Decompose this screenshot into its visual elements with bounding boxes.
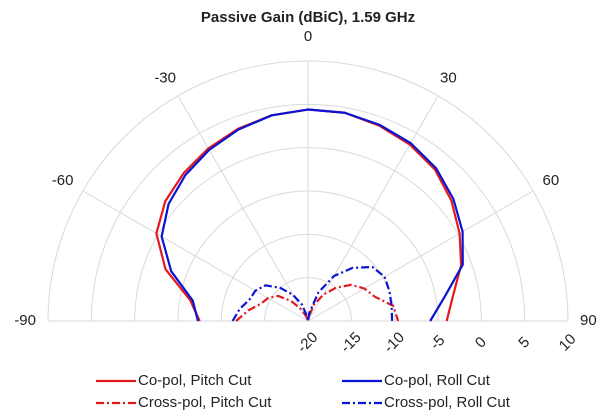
r-tick-label: -5 <box>427 332 448 353</box>
series-line <box>160 108 464 322</box>
grid-spoke <box>307 95 439 322</box>
chart-title: Passive Gain (dBiC), 1.59 GHz <box>201 9 415 26</box>
theta-tick-label: 0 <box>304 28 312 45</box>
series-line <box>231 265 394 323</box>
theta-tick-label: 60 <box>542 172 559 189</box>
theta-tick-label: -30 <box>154 69 176 86</box>
grid-spoke <box>307 190 534 322</box>
legend-label: Co-pol, Pitch Cut <box>138 372 252 389</box>
series-line <box>155 108 463 322</box>
r-tick-label: -20 <box>294 329 321 356</box>
r-tick-label: 0 <box>472 334 490 352</box>
theta-tick-label: 90 <box>580 312 597 329</box>
grid-spoke <box>177 95 309 322</box>
legend-label: Co-pol, Roll Cut <box>384 372 491 389</box>
r-tick-label: 5 <box>515 334 533 352</box>
theta-tick-label: -60 <box>52 172 74 189</box>
r-tick-label: 10 <box>556 331 580 355</box>
legend-label: Cross-pol, Pitch Cut <box>138 394 272 411</box>
r-tick-label: -10 <box>381 329 408 356</box>
legend-label: Cross-pol, Roll Cut <box>384 394 511 411</box>
grid-spoke <box>82 190 309 322</box>
theta-tick-label: -90 <box>14 312 36 329</box>
r-tick-label: -15 <box>337 329 364 356</box>
theta-tick-label: 30 <box>440 69 457 86</box>
